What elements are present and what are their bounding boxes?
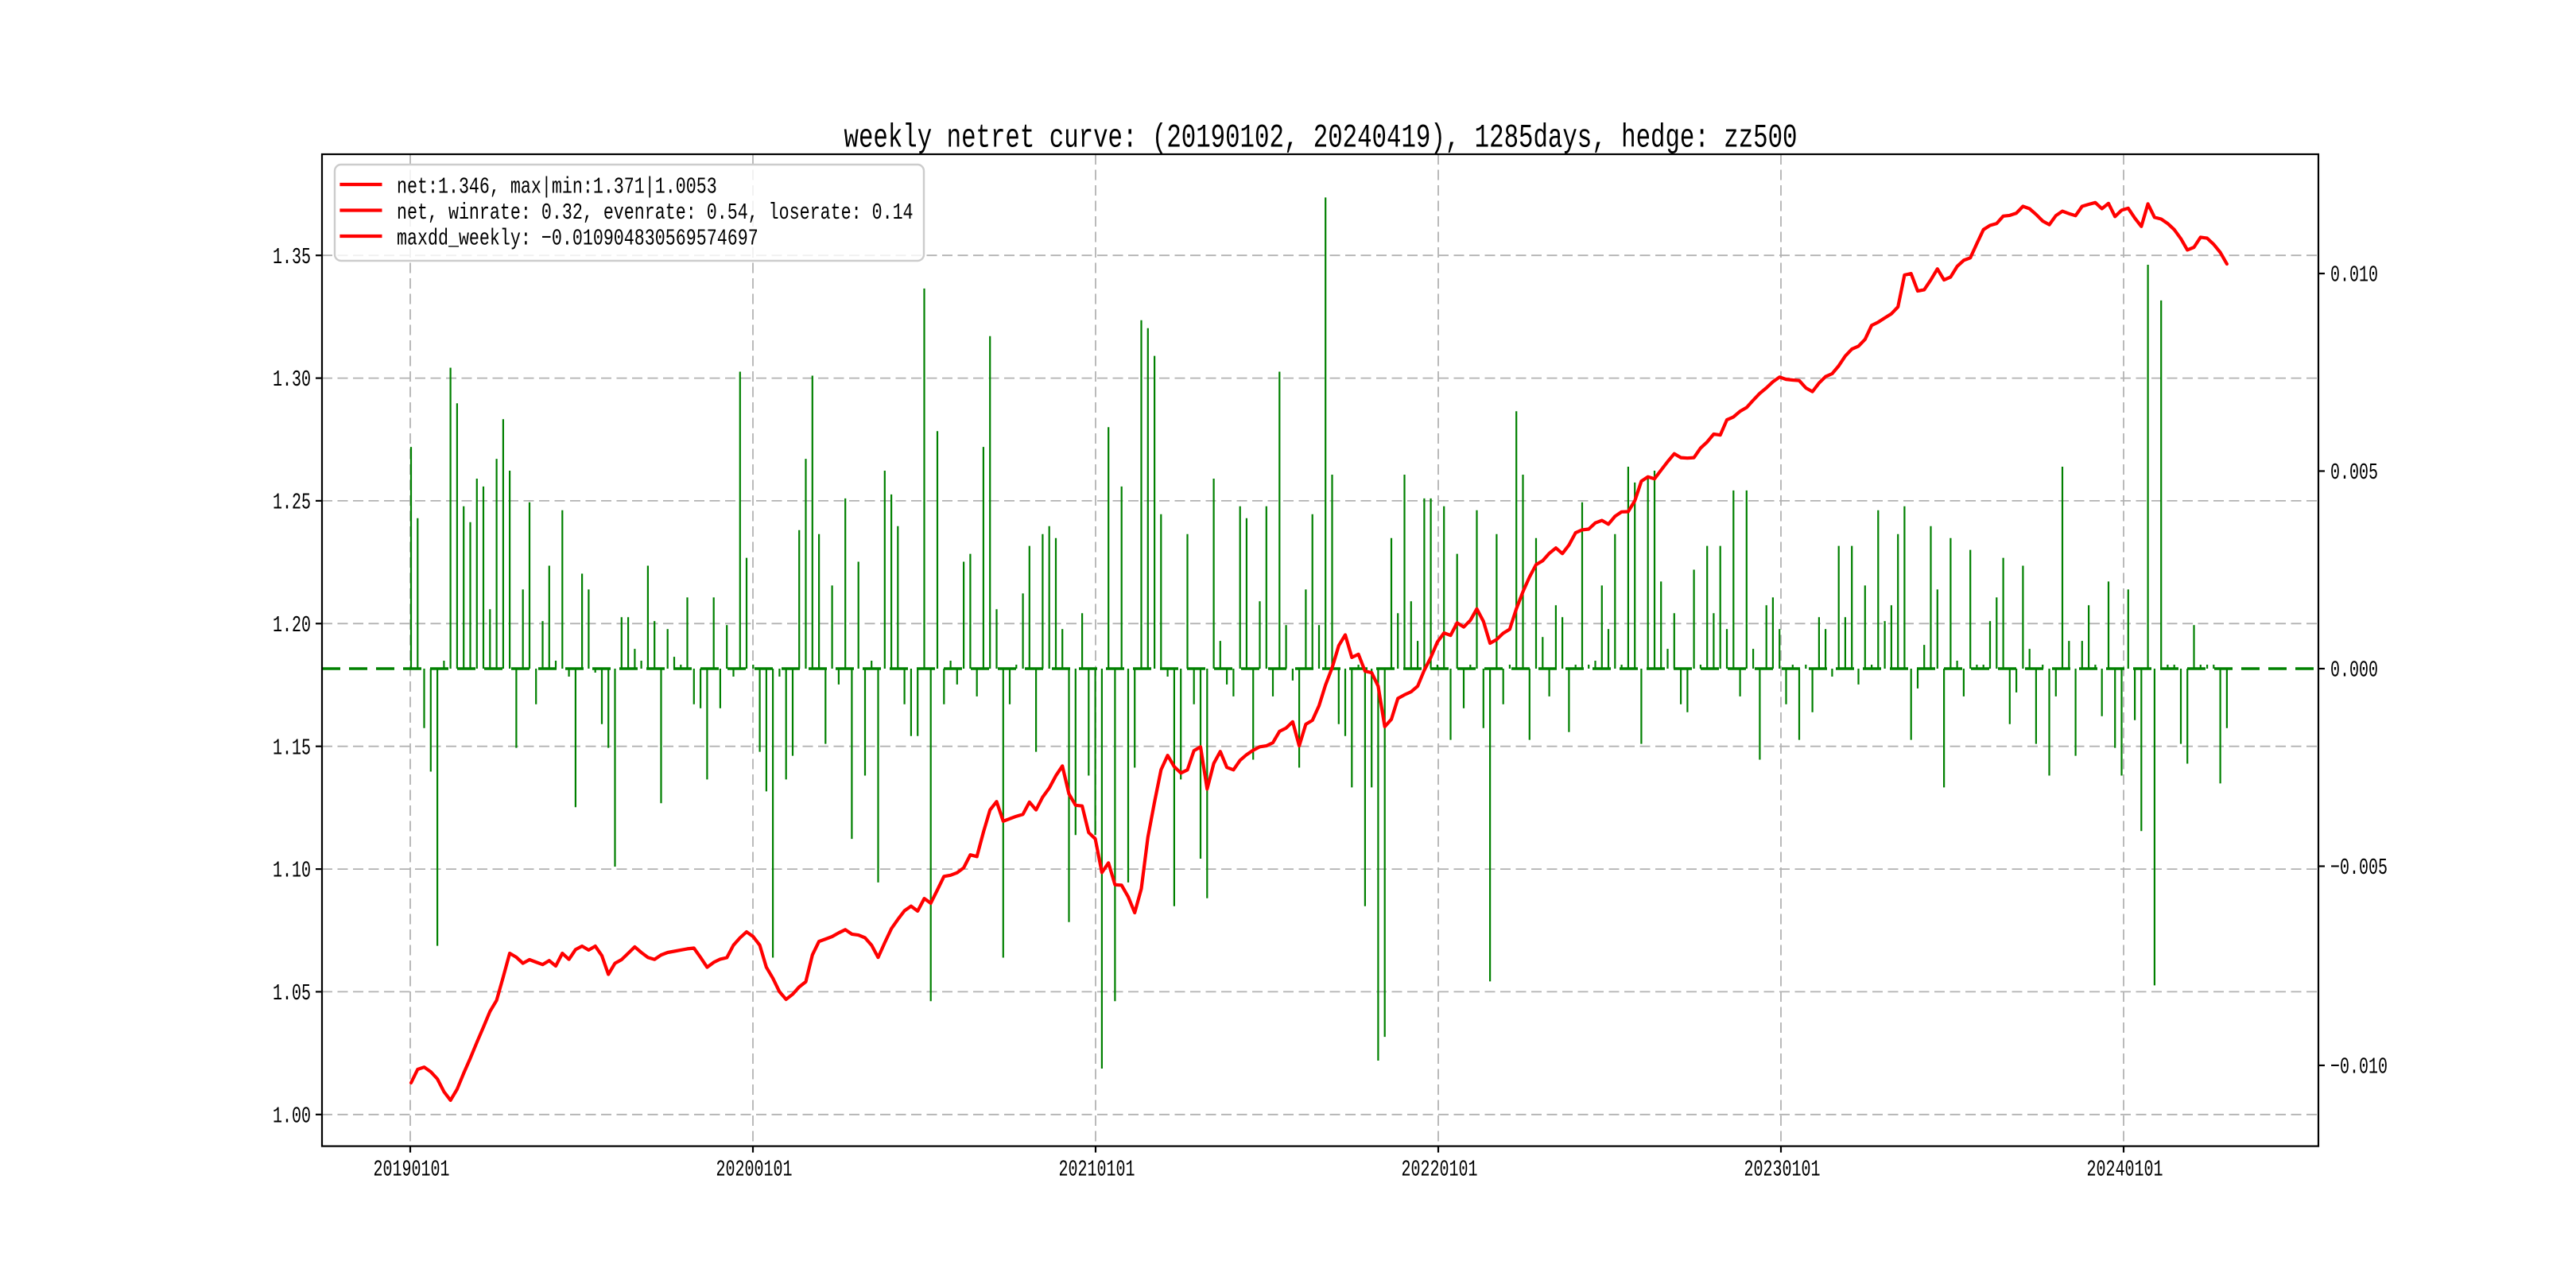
svg-text:20200101: 20200101	[716, 1157, 792, 1183]
svg-text:1.30: 1.30	[273, 367, 311, 394]
svg-text:20210101: 20210101	[1058, 1157, 1135, 1183]
svg-text:−0.005: −0.005	[2330, 855, 2388, 882]
svg-text:1.05: 1.05	[273, 981, 311, 1007]
svg-text:0.005: 0.005	[2330, 460, 2378, 487]
svg-text:1.00: 1.00	[273, 1104, 311, 1130]
svg-text:20230101: 20230101	[1744, 1157, 1820, 1183]
svg-text:1.20: 1.20	[273, 613, 311, 639]
svg-text:maxdd_weekly: −0.0109048305695: maxdd_weekly: −0.010904830569574697	[397, 226, 758, 252]
svg-text:20190101: 20190101	[373, 1157, 449, 1183]
svg-text:20240101: 20240101	[2086, 1157, 2163, 1183]
svg-text:1.15: 1.15	[273, 735, 311, 762]
svg-text:1.10: 1.10	[273, 858, 311, 884]
svg-text:1.25: 1.25	[273, 490, 311, 516]
svg-text:20220101: 20220101	[1401, 1157, 1477, 1183]
svg-text:weekly netret curve: (20190102: weekly netret curve: (20190102, 20240419…	[844, 119, 1798, 157]
svg-text:0.000: 0.000	[2330, 658, 2378, 684]
svg-text:1.35: 1.35	[273, 245, 311, 271]
svg-text:0.010: 0.010	[2330, 262, 2378, 289]
svg-text:net:1.346, max|min:1.371|1.005: net:1.346, max|min:1.371|1.0053	[397, 174, 717, 200]
svg-text:−0.010: −0.010	[2330, 1054, 2388, 1080]
svg-text:net, winrate: 0.32, evenrate:: net, winrate: 0.32, evenrate: 0.54, lose…	[397, 200, 914, 226]
